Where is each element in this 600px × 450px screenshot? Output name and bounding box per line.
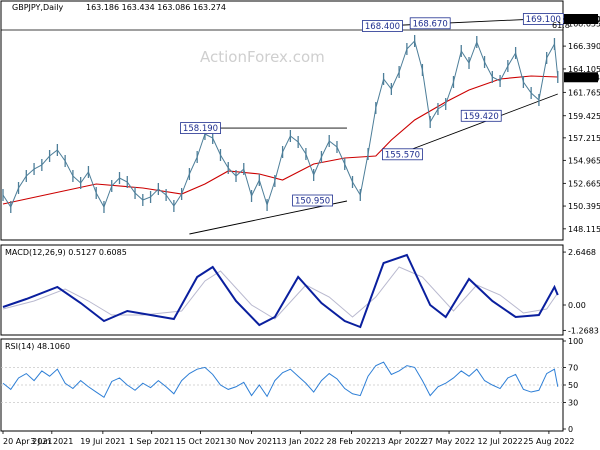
- price-ohlc: 163.186 163.434 163.086 163.274: [86, 3, 226, 12]
- top-price-marker: [564, 14, 598, 24]
- x-tick-label: 3 Jun 2021: [30, 437, 73, 446]
- price-layer: 158.190 150.950 168.400 168.670 155.570 159.4…: [1, 13, 564, 235]
- macd-title: MACD(12,26,9) 0.5127 0.6085: [5, 248, 127, 257]
- x-tick-label: 13 Jan 2022: [276, 437, 324, 446]
- price-y-tick-label: 168.635: [568, 20, 600, 29]
- rsi-title: RSI(14) 48.1060: [5, 342, 70, 351]
- rsi-y-tick-label: 100: [568, 337, 583, 346]
- last-price-marker-label: 163.274: [567, 73, 600, 82]
- top-price-marker-label: 169.100: [567, 15, 600, 24]
- price-y-tick-label: 148.115: [568, 225, 600, 234]
- price-y-tick-label: 154.965: [568, 156, 600, 165]
- x-tick-label: 15 Oct 2021: [176, 437, 225, 446]
- x-tick-label: 1 Sep 2021: [129, 437, 175, 446]
- last-price-marker: [564, 72, 598, 83]
- rsi-y-tick-label: 30: [568, 399, 578, 408]
- macd-y-tick-label: 0.00: [568, 301, 586, 310]
- moving-average-line: [2, 75, 558, 205]
- macd-panel: MACD(12,26,9) 0.5127 0.6085 2.6468 0.00 -1…: [0, 244, 599, 336]
- rsi-layer: [1, 361, 563, 403]
- price-y-tick-label: 166.390: [568, 42, 600, 51]
- macd-y-axis: 2.6468 0.00 -1.2683: [563, 248, 599, 335]
- rsi-y-axis: 100 70 50 30 0: [563, 337, 583, 434]
- price-title: GBPJPY,Daily: [12, 3, 63, 12]
- price-y-tick-label: 152.665: [568, 179, 600, 188]
- level-label-box: [460, 109, 502, 122]
- x-tick-label: 12 Jul 2022: [477, 437, 522, 446]
- level-label-box: [362, 20, 403, 32]
- level-label: 169.100: [526, 15, 561, 25]
- x-tick-label: 28 Feb 2022: [327, 437, 377, 446]
- price-panel: GBPJPY,Daily 163.186 163.434 163.086 163…: [0, 0, 600, 241]
- macd-layer: [2, 253, 559, 329]
- price-y-tick-label: 161.765: [568, 88, 600, 97]
- fib-label: 61.8: [552, 21, 570, 30]
- macd-series-macd: [2, 253, 559, 329]
- level-label-box: [409, 17, 451, 30]
- level-label: 168.670: [413, 19, 448, 29]
- rsi-y-tick-label: 50: [568, 381, 578, 390]
- x-tick-label: 27 May 2022: [423, 437, 475, 446]
- x-tick-label: 19 Jul 2021: [80, 437, 125, 446]
- x-tick-label: 20 Apr 2021: [3, 437, 52, 446]
- rsi-y-tick-label: 70: [568, 363, 578, 372]
- level-label-box: [180, 122, 221, 134]
- level-label: 155.570: [385, 150, 420, 160]
- price-y-tick-label: 157.215: [568, 134, 600, 143]
- price-line: [2, 40, 559, 209]
- trendline: [189, 200, 348, 235]
- level-label: 158.190: [183, 124, 218, 134]
- x-tick-label: 13 Apr 2022: [375, 437, 424, 446]
- price-y-tick-label: 164.105: [568, 65, 600, 74]
- macd-y-tick-label: 2.6468: [568, 248, 596, 257]
- level-label: 168.400: [365, 22, 400, 32]
- watermark: ActionForex.com: [200, 48, 325, 66]
- rsi-panel: RSI(14) 48.1060 100 70 50 30 0: [0, 337, 583, 434]
- macd-panel-frame: [0, 244, 564, 336]
- x-tick-label: 25 Aug 2022: [523, 437, 574, 446]
- level-label-box: [292, 194, 333, 207]
- x-tick-label: 30 Nov 2021: [226, 437, 277, 446]
- level-label: 159.420: [464, 112, 499, 122]
- rsi-series: [2, 361, 559, 399]
- rsi-y-tick-label: 0: [568, 425, 573, 434]
- level-label: 150.950: [295, 197, 330, 207]
- price-y-tick-label: 159.425: [568, 112, 600, 121]
- macd-y-tick-label: -1.2683: [568, 326, 599, 335]
- level-label-box: [382, 148, 423, 161]
- price-y-tick-label: 150.395: [568, 202, 600, 211]
- trendline: [398, 93, 558, 155]
